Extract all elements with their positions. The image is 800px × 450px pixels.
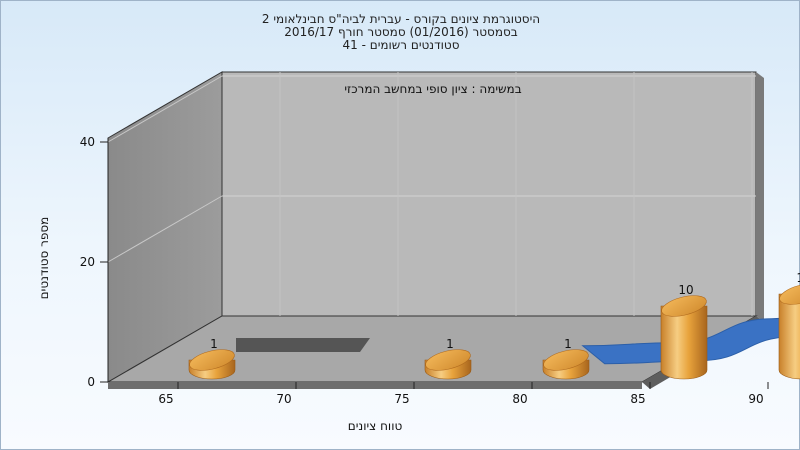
y-axis-label: מספר סטודנטים — [37, 217, 51, 300]
bar-value-label: 1 — [210, 337, 218, 351]
y-tick-label: 20 — [80, 255, 95, 269]
bar-body — [778, 293, 800, 380]
right-wall-depth — [756, 72, 764, 322]
bar: 1 — [542, 337, 590, 380]
grid-line-left — [107, 195, 223, 263]
floor-shadow-band — [236, 338, 370, 352]
bar-value-label: 1 — [564, 337, 572, 351]
bar: 10 — [660, 283, 708, 380]
x-tick-label: 70 — [276, 392, 291, 406]
x-tick-label: 75 — [394, 392, 409, 406]
x-axis-label: טווח ציונים — [348, 419, 403, 433]
back-wall — [221, 71, 757, 317]
bar: 1 — [424, 337, 472, 380]
x-tick-label: 65 — [158, 392, 173, 406]
chart-title-line-1: היסטוגרמת ציונים בקורס - עברית לביה"ס חב… — [261, 12, 541, 26]
x-tick-label: 90 — [748, 392, 763, 406]
bar-top — [425, 349, 471, 371]
bar: 12 — [778, 271, 800, 380]
distribution-ribbon — [581, 313, 800, 365]
grid-line-left — [107, 75, 223, 143]
bar: 1 — [188, 337, 236, 380]
bar-body — [660, 305, 708, 380]
bar-top — [189, 349, 235, 371]
x-tick-label: 80 — [512, 392, 527, 406]
x-tick-label: 85 — [630, 392, 645, 406]
chart-title-line-3: סטודנטים רשומים - 41 — [342, 38, 460, 52]
y-tick-label: 40 — [80, 135, 95, 149]
bar-value-label: 12 — [796, 271, 800, 285]
bar-top — [543, 349, 589, 371]
chart-title-line-2: בסמסטר (01/2016) סמסטר חורף 2016/17 — [284, 25, 518, 39]
chart-subtitle: במשימה : ציון סופי במחשב המרכזי — [344, 82, 521, 96]
floor-front-edge — [108, 382, 642, 389]
bar-top — [661, 295, 707, 317]
bar-value-label: 10 — [678, 283, 693, 297]
y-tick-label: 0 — [87, 375, 95, 389]
bar-value-label: 1 — [446, 337, 454, 351]
